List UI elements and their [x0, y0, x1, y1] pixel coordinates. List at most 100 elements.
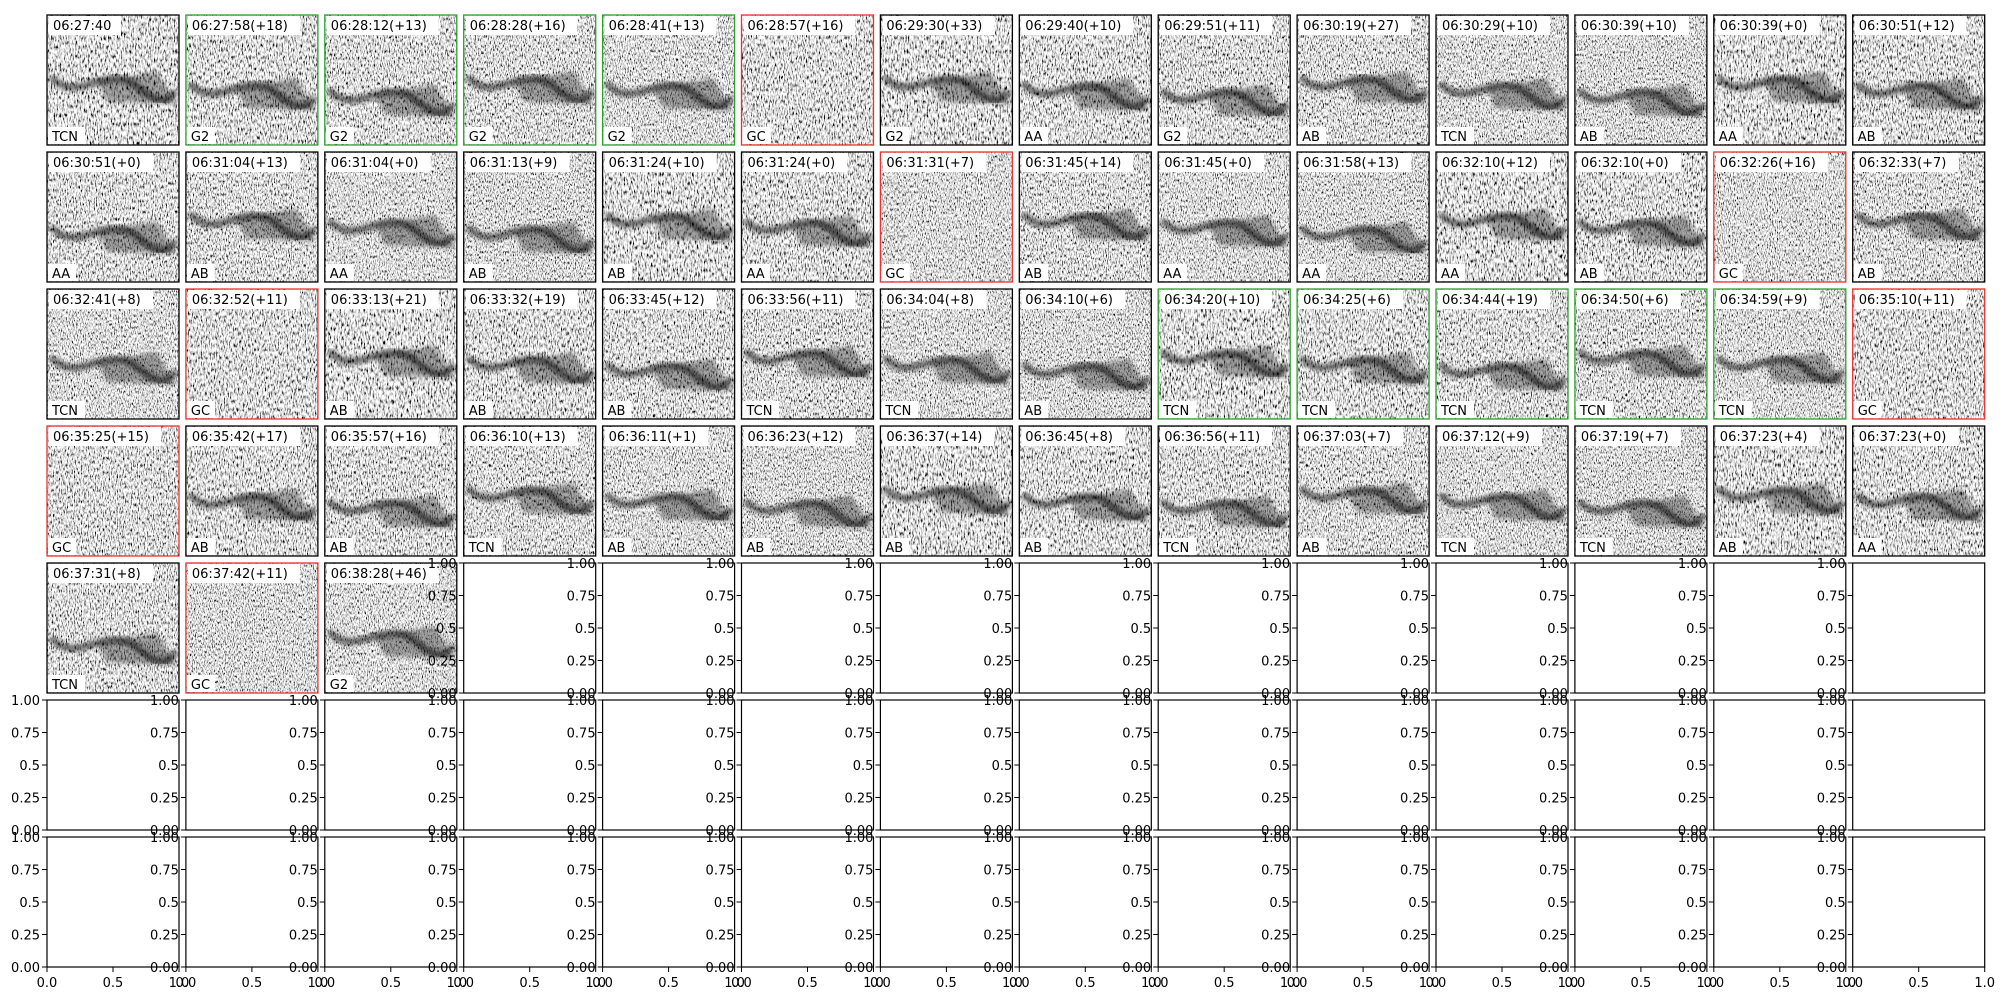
- y-tick-label: 0.5: [992, 759, 1013, 774]
- y-tick-label: 0.00: [1678, 961, 1707, 976]
- class-label-bg: [1020, 401, 1049, 418]
- call-trace: [1208, 345, 1289, 379]
- y-tick-label: 0.75: [428, 590, 457, 605]
- y-tick-label: 0.75: [428, 864, 457, 879]
- class-label: G2: [330, 678, 348, 693]
- y-tick-label: 1.00: [1678, 557, 1707, 572]
- call-trace: [1763, 71, 1844, 105]
- empty-axes: [1574, 562, 1708, 694]
- class-label: G2: [1163, 130, 1181, 145]
- class-label-bg: [48, 401, 85, 418]
- y-tick-label: 1.00: [983, 694, 1012, 709]
- time-label: 06:34:10(+6): [1025, 293, 1113, 308]
- x-tick-label: 0.0: [314, 976, 335, 991]
- y-tick-label: 0.25: [1400, 655, 1429, 670]
- y-tick-label: 1.00: [1400, 557, 1429, 572]
- spectrogram: [1574, 426, 1707, 556]
- x-tick-label: 0.0: [1842, 976, 1863, 991]
- y-tick-label: 1.00: [567, 694, 596, 709]
- time-label-bg: [187, 16, 300, 35]
- x-tick-label: 0.5: [1631, 976, 1652, 991]
- time-label-bg: [604, 153, 717, 172]
- spectrogram: [1158, 426, 1291, 556]
- y-tick-label: 0.5: [1547, 896, 1568, 911]
- time-label-bg: [1576, 153, 1681, 172]
- y-tick-label: 1.00: [567, 831, 596, 846]
- y-tick-label: 0.00: [567, 824, 596, 839]
- panel-frame: [46, 562, 180, 694]
- time-label-bg: [187, 153, 300, 172]
- x-tick-label: 0.0: [1148, 976, 1169, 991]
- time-label-bg: [882, 290, 987, 309]
- class-label-bg: [325, 264, 354, 281]
- panel-frame: [1713, 425, 1847, 557]
- class-label: AB: [1858, 130, 1876, 145]
- y-tick-label: 0.75: [1539, 590, 1568, 605]
- panel-frame: [463, 151, 597, 283]
- time-label: 06:32:52(+11): [192, 293, 288, 308]
- y-tick-label: 0.25: [150, 929, 179, 944]
- y-tick-label: 0.75: [1400, 590, 1429, 605]
- time-label-bg: [743, 153, 848, 172]
- time-label-bg: [604, 427, 709, 446]
- class-label-bg: [464, 538, 502, 555]
- panel-frame: [1018, 151, 1152, 283]
- class-label: AB: [608, 541, 626, 556]
- noise-overlay: [185, 563, 318, 693]
- class-label: GC: [191, 678, 210, 693]
- panel-frame: [740, 425, 875, 557]
- class-label-bg: [1298, 127, 1327, 144]
- y-tick-label: 0.00: [983, 824, 1012, 839]
- call-trace: [1486, 208, 1566, 242]
- y-tick-label: 0.5: [714, 622, 735, 637]
- call-trace: [97, 632, 177, 666]
- time-label-bg: [1299, 427, 1404, 446]
- noise-overlay: [47, 426, 179, 556]
- empty-axes: [1713, 699, 1847, 831]
- time-label-bg: [326, 16, 439, 35]
- y-tick-label: 0.25: [428, 792, 457, 807]
- panel-frame: [46, 288, 180, 420]
- time-label-bg: [465, 153, 570, 172]
- y-tick-label: 1.00: [1122, 831, 1151, 846]
- time-label-bg: [1299, 153, 1412, 172]
- class-label: TCN: [1301, 404, 1328, 419]
- time-label: 06:30:39(+0): [1720, 19, 1808, 34]
- time-label-bg: [1854, 290, 1967, 309]
- y-tick-label: 0.25: [983, 655, 1012, 670]
- class-label-bg: [1714, 264, 1743, 281]
- y-tick-label: 0.5: [1408, 622, 1429, 637]
- class-label: GC: [747, 130, 766, 145]
- y-tick-label: 0.5: [1408, 759, 1429, 774]
- call-trace: [1624, 215, 1705, 248]
- class-label-bg: [1298, 264, 1327, 281]
- panel-frame: [740, 14, 875, 146]
- panel-frame: [740, 151, 875, 283]
- panel-frame: [879, 288, 1014, 420]
- y-tick-label: 0.00: [706, 687, 735, 702]
- x-tick-label: 0.0: [1703, 976, 1724, 991]
- time-label-bg: [326, 153, 431, 172]
- y-tick-label: 1.00: [844, 694, 873, 709]
- class-label-bg: [464, 264, 493, 281]
- y-tick-label: 0.5: [714, 896, 735, 911]
- class-label-bg: [48, 264, 76, 281]
- time-label: 06:30:19(+27): [1303, 19, 1399, 34]
- class-label-bg: [1159, 538, 1197, 555]
- y-tick-label: 0.75: [1122, 727, 1151, 742]
- time-label-bg: [465, 427, 578, 446]
- y-tick-label: 0.75: [1817, 590, 1846, 605]
- call-trace: [652, 78, 733, 111]
- panel-frame: [46, 151, 180, 283]
- panel-frame: [1574, 425, 1708, 557]
- panel-frame: [1296, 151, 1430, 283]
- call-trace: [97, 71, 177, 105]
- y-tick-label: 0.25: [1122, 792, 1151, 807]
- time-label-bg: [1021, 427, 1126, 446]
- y-tick-label: 0.75: [289, 727, 318, 742]
- call-trace: [513, 352, 594, 385]
- y-tick-label: 0.5: [1269, 622, 1290, 637]
- y-tick-label: 1.00: [1678, 694, 1707, 709]
- y-tick-label: 0.75: [983, 590, 1012, 605]
- y-tick-label: 0.25: [289, 929, 318, 944]
